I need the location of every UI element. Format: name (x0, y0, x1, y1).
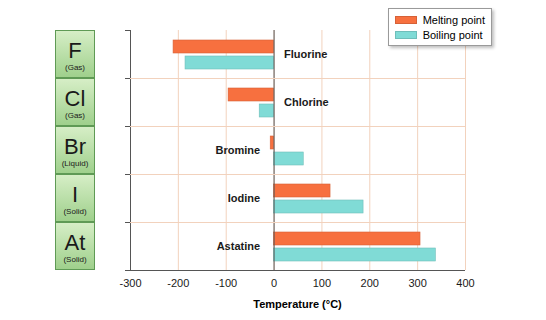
html-text:At: At (64, 230, 86, 255)
html-text:(Liquid): (Liquid) (61, 159, 89, 168)
svg-text:400: 400 (456, 277, 474, 289)
html-text:(Solid): (Solid) (63, 255, 87, 264)
html-text:(Gas): (Gas) (65, 111, 85, 120)
svg-text:Astatine: Astatine (217, 240, 260, 252)
html-text:Cl: Cl (64, 86, 86, 111)
html-text:Boiling point: Boiling point (422, 28, 483, 41)
svg-text:0: 0 (271, 277, 277, 289)
svg-text:-100: -100 (215, 277, 237, 289)
svg-text:-200: -200 (167, 277, 189, 289)
html-text:(Solid): (Solid) (63, 207, 87, 216)
html-text:Melting point: Melting point (422, 13, 485, 26)
svg-text:300: 300 (408, 277, 426, 289)
svg-text:Iodine: Iodine (228, 192, 260, 204)
html-text:(Gas): (Gas) (65, 63, 85, 72)
html-text:Br: Br (64, 134, 86, 159)
svg-text:Fluorine: Fluorine (284, 48, 327, 60)
html-text:I: I (71, 182, 79, 207)
svg-text:Bromine: Bromine (215, 144, 260, 156)
html-text:F: F (68, 38, 82, 63)
svg-text:Chlorine: Chlorine (284, 96, 329, 108)
svg-text:200: 200 (361, 277, 379, 289)
svg-text:-300: -300 (119, 277, 141, 289)
svg-text:100: 100 (313, 277, 331, 289)
html-text:Temperature (°C): Temperature (°C) (253, 298, 342, 310)
